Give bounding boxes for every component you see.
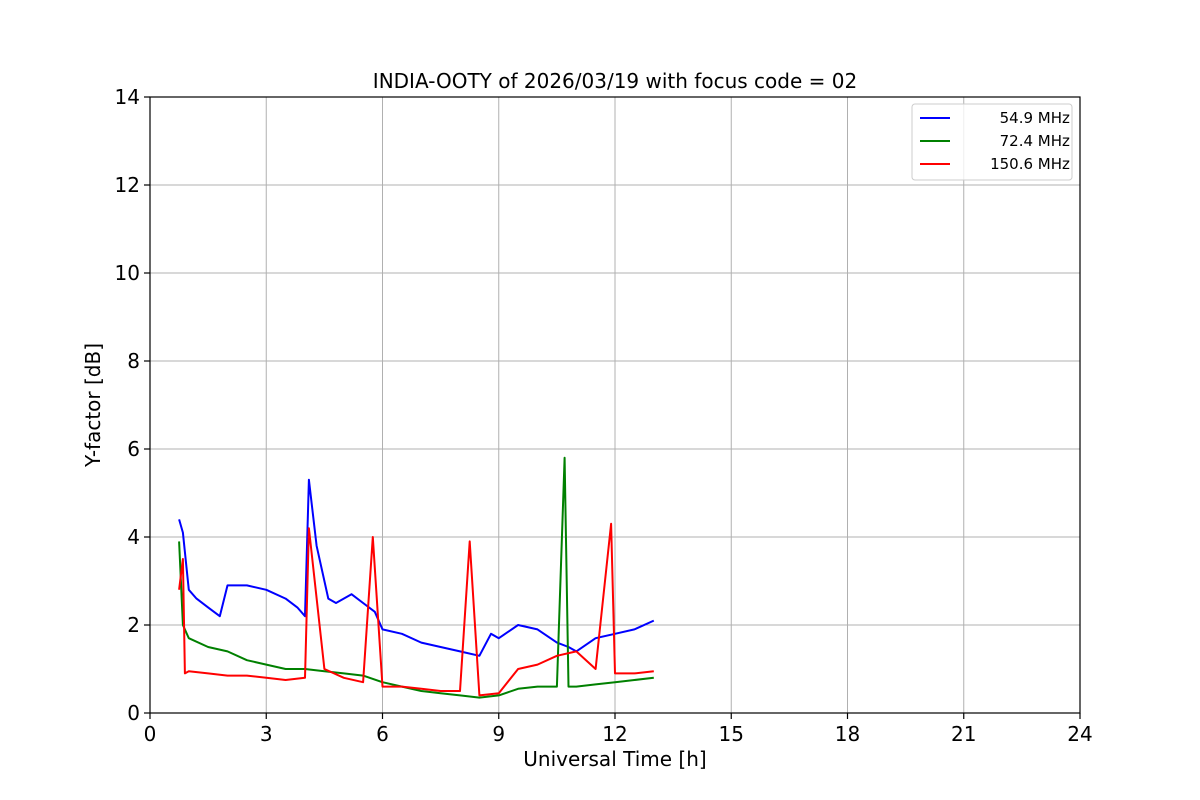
x-tick-label: 6 xyxy=(376,722,389,746)
legend-label: 72.4 MHz xyxy=(990,132,1070,150)
y-tick-label: 0 xyxy=(127,701,140,725)
legend-label: 54.9 MHz xyxy=(990,109,1070,127)
x-tick-label: 3 xyxy=(260,722,273,746)
x-tick-label: 9 xyxy=(492,722,505,746)
x-tick-label: 24 xyxy=(1067,722,1092,746)
y-tick-label: 2 xyxy=(127,613,140,637)
x-tick-label: 0 xyxy=(144,722,157,746)
legend-label: 150.6 MHz xyxy=(990,155,1070,173)
y-tick-label: 8 xyxy=(127,349,140,373)
y-axis-label: Y-factor [dB] xyxy=(81,343,105,468)
series-line-150-6-mhz xyxy=(178,522,654,697)
x-axis-label: Universal Time [h] xyxy=(523,747,706,771)
legend: 54.9 MHz 72.4 MHz 150.6 MHz xyxy=(911,103,1073,181)
series-line-72-4-mhz xyxy=(178,456,654,699)
x-tick-label: 18 xyxy=(835,722,860,746)
x-tick-label: 21 xyxy=(951,722,976,746)
legend-box xyxy=(911,103,1073,181)
y-tick-label: 10 xyxy=(115,261,140,285)
y-tick-label: 4 xyxy=(127,525,140,549)
y-tick-label: 12 xyxy=(115,173,140,197)
y-tick-label: 14 xyxy=(115,85,140,109)
series-layer xyxy=(178,456,655,699)
chart-title: INDIA-OOTY of 2026/03/19 with focus code… xyxy=(373,69,857,93)
x-tick-label: 15 xyxy=(719,722,744,746)
y-tick-label: 6 xyxy=(127,437,140,461)
x-tick-label: 12 xyxy=(602,722,627,746)
